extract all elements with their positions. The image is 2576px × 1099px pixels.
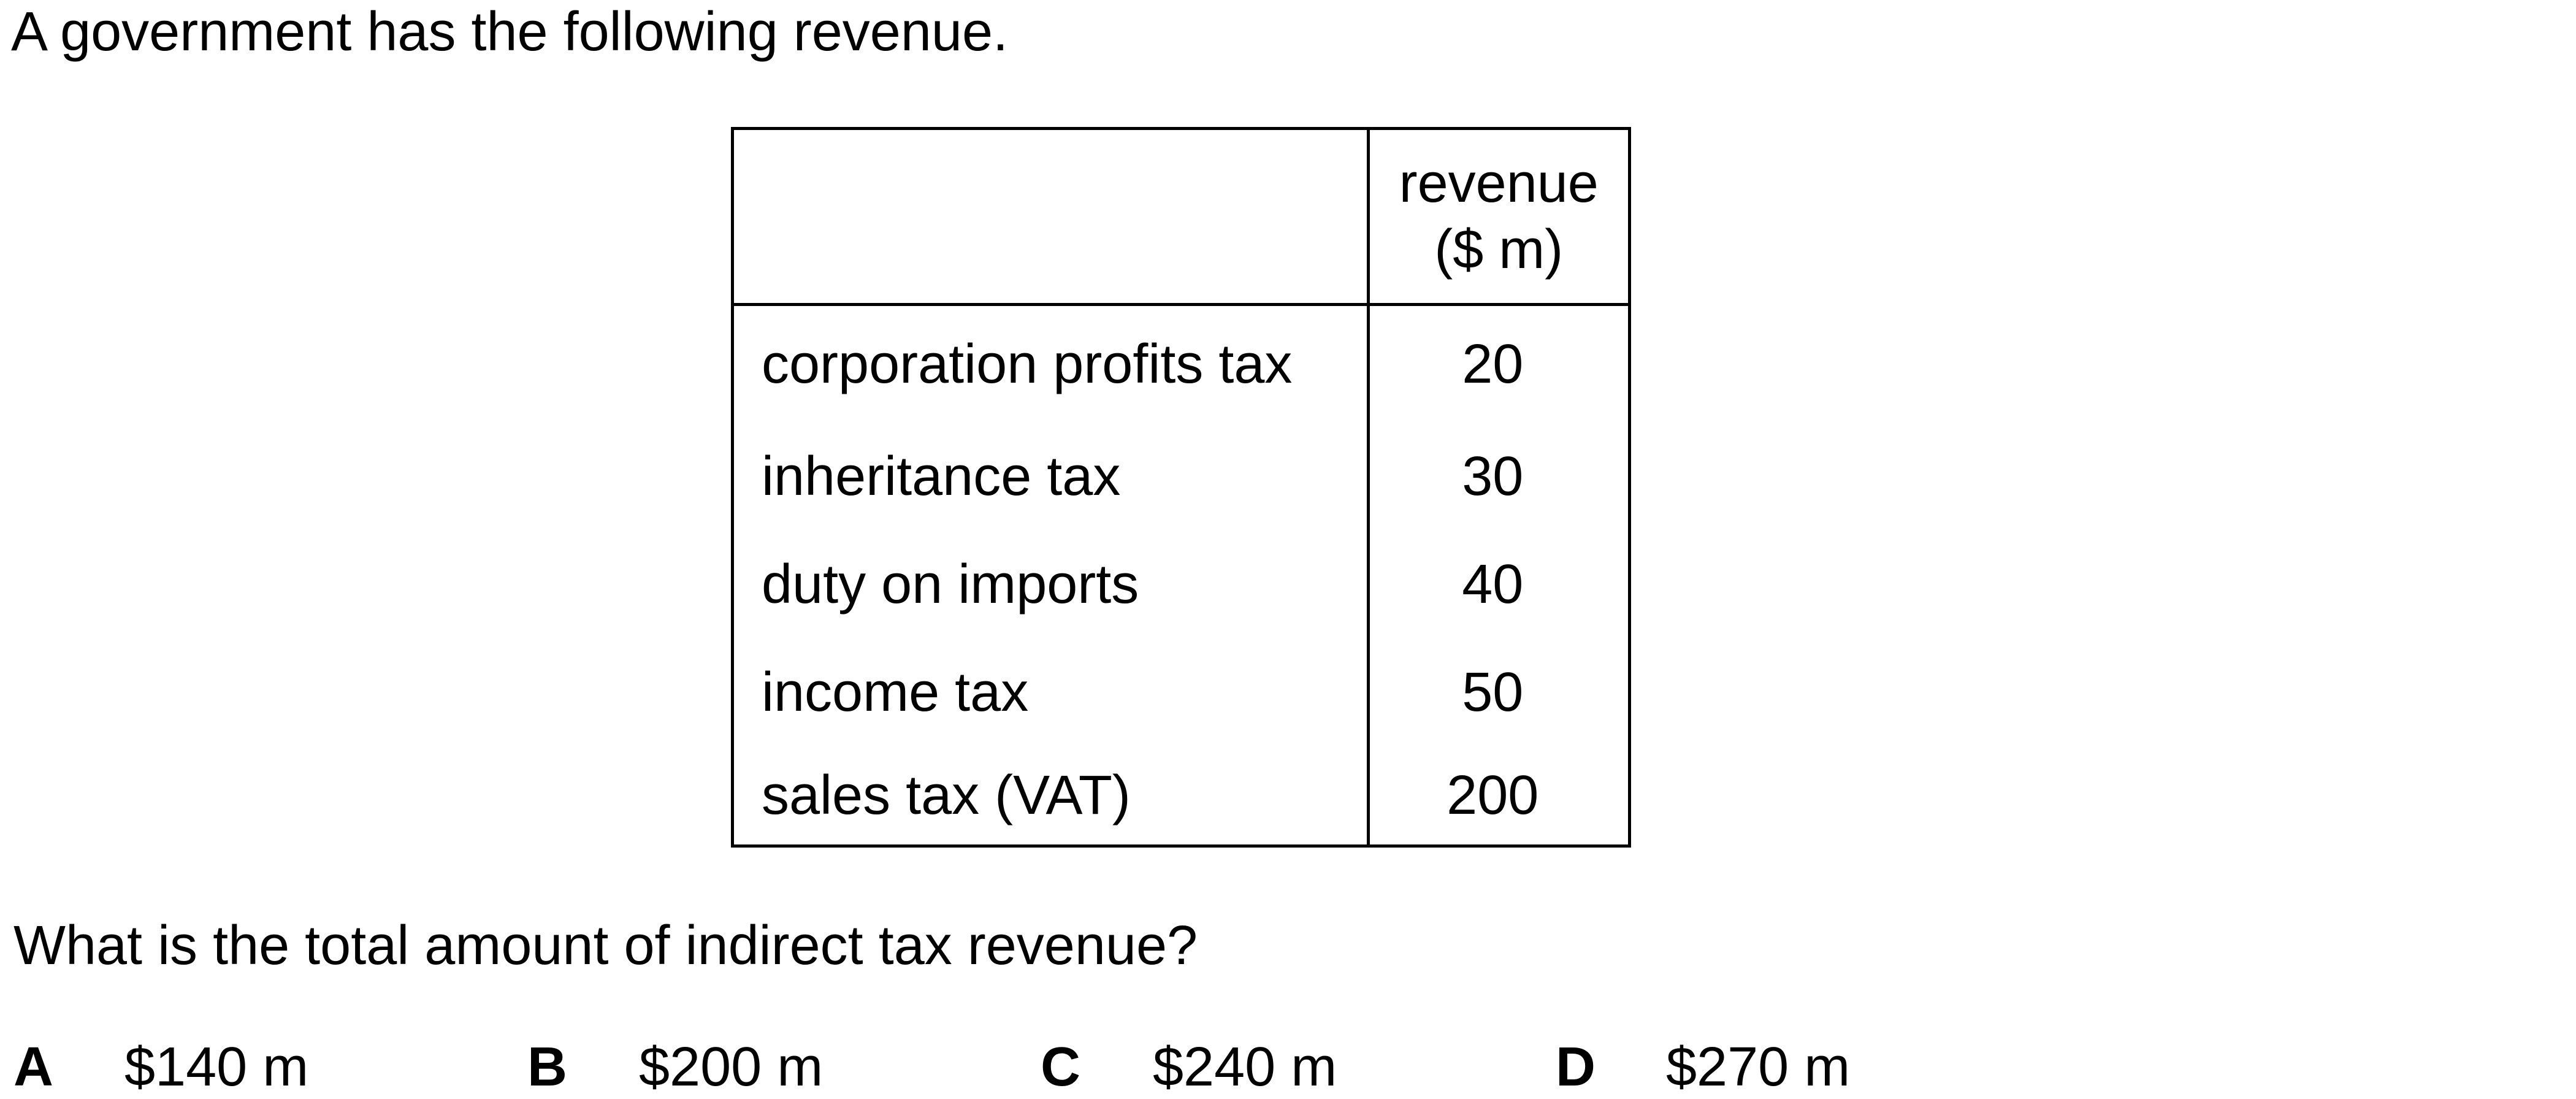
table-row: income tax 50 <box>732 638 1630 746</box>
row-value: 20 <box>1462 334 1524 395</box>
option-b-text: $200 m <box>639 1036 824 1098</box>
row-value: 40 <box>1462 554 1524 615</box>
table-header-revenue: revenue ($ m) <box>1368 128 1630 306</box>
option-b-letter: B <box>527 1036 567 1098</box>
table-header-row: revenue ($ m) <box>732 128 1630 306</box>
option-a-letter: A <box>13 1036 53 1098</box>
row-value: 200 <box>1447 765 1539 826</box>
table-header-revenue-unit: ($ m) <box>1434 219 1564 280</box>
question-text: What is the total amount of indirect tax… <box>13 915 1198 976</box>
table-row: corporation profits tax 20 <box>732 304 1630 423</box>
row-label: duty on imports <box>732 530 1370 638</box>
row-label: inheritance tax <box>732 423 1370 530</box>
table-row: inheritance tax 30 <box>732 423 1630 530</box>
revenue-table: revenue ($ m) corporation profits tax 20… <box>731 127 1631 848</box>
table-header-label <box>732 128 1370 306</box>
option-c-text: $240 m <box>1153 1036 1337 1098</box>
option-d-letter: D <box>1556 1036 1596 1098</box>
table-row: duty on imports 40 <box>732 530 1630 638</box>
row-label: sales tax (VAT) <box>732 746 1370 846</box>
row-value: 50 <box>1462 662 1524 723</box>
intro-text: A government has the following revenue. <box>11 1 1009 63</box>
option-c-letter: C <box>1041 1036 1080 1098</box>
row-label: income tax <box>732 638 1370 746</box>
table-header-revenue-line1: revenue <box>1399 153 1599 214</box>
row-value: 30 <box>1462 446 1524 507</box>
option-a-text: $140 m <box>124 1036 309 1098</box>
table-row: sales tax (VAT) 200 <box>732 746 1630 846</box>
answer-options: A $140 m B $200 m C $240 m D $270 m <box>0 1035 2576 1099</box>
row-label: corporation profits tax <box>732 304 1370 423</box>
option-d-text: $270 m <box>1666 1036 1851 1098</box>
